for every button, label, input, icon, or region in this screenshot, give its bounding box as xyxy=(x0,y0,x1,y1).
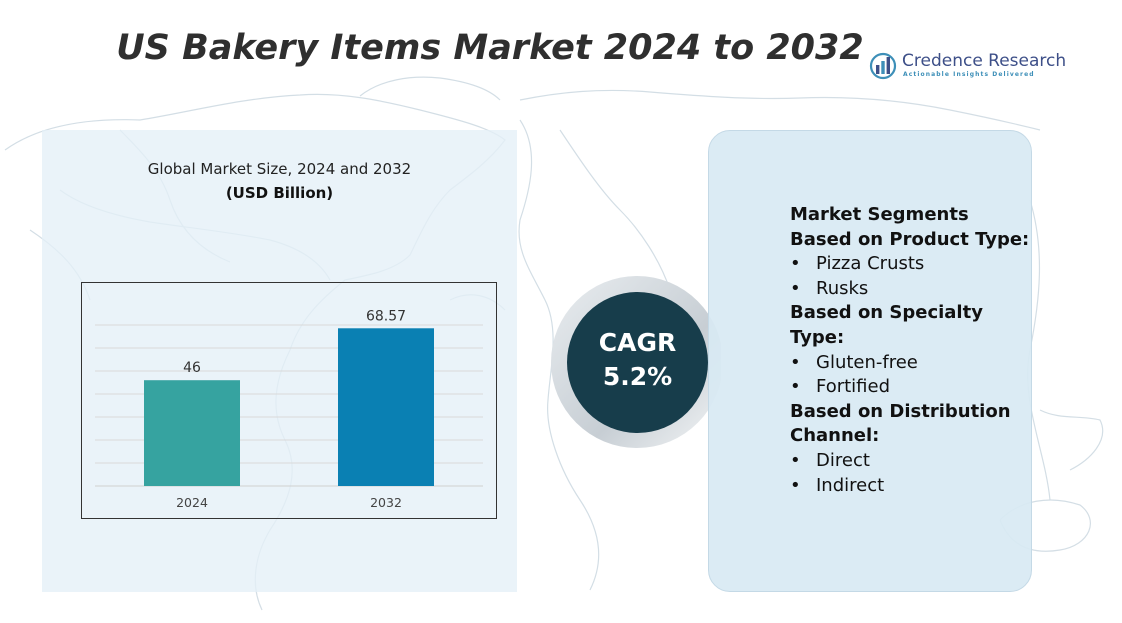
x-tick-label-2032: 2032 xyxy=(370,495,402,510)
x-tick-label-2024: 2024 xyxy=(176,495,208,510)
segment-heading-specialty-type: Based on Specialty Type: xyxy=(790,302,983,348)
logo-name: Credence Research xyxy=(902,51,1067,71)
chart-panel xyxy=(42,130,517,592)
data-label-2032: 68.57 xyxy=(366,308,406,324)
segment-item-fortified: Fortified xyxy=(790,375,1030,400)
segment-item-indirect: Indirect xyxy=(790,474,1030,499)
segment-heading-distribution-channel: Based on Distribution Channel: xyxy=(790,400,1011,447)
segment-item-rusks: Rusks xyxy=(790,277,1030,302)
segments-list: Market Segments Based on Product Type: P… xyxy=(790,203,1030,498)
bar-chart: 46 2024 68.57 2032 xyxy=(95,308,483,510)
cagr-value: 5.2% xyxy=(602,362,673,391)
segment-heading-product-type: Based on Product Type: xyxy=(790,228,1030,250)
logo-tagline: Actionable Insights Delivered xyxy=(903,71,1035,78)
bar-2032 xyxy=(338,328,434,486)
bar-2024 xyxy=(144,380,240,486)
bar-chart-logo-icon xyxy=(869,52,897,80)
segment-item-direct: Direct xyxy=(790,449,1030,474)
credence-research-logo: Credence Research Actionable Insights De… xyxy=(868,50,1066,82)
data-label-2024: 46 xyxy=(183,360,201,376)
page-title: US Bakery Items Market 2024 to 2032 xyxy=(116,28,864,68)
chart-unit-label: (USD Billion) xyxy=(225,184,334,202)
segment-item-gluten-free: Gluten-free xyxy=(790,351,1030,376)
segments-title: Market Segments xyxy=(790,204,969,225)
cagr-circle xyxy=(567,292,708,433)
cagr-label: CAGR xyxy=(598,328,677,357)
chart-title: Global Market Size, 2024 and 2032 xyxy=(147,160,412,178)
segment-item-pizza-crusts: Pizza Crusts xyxy=(790,252,1030,277)
chart-frame xyxy=(81,282,497,519)
